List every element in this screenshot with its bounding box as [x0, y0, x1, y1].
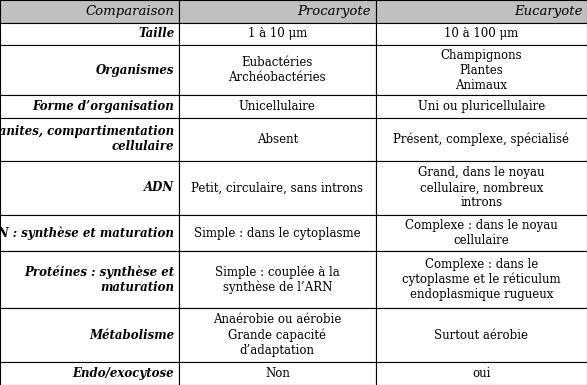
Bar — [0, 23, 179, 45]
Bar — [179, 161, 376, 215]
Text: Champignons
Plantes
Animaux: Champignons Plantes Animaux — [440, 49, 522, 92]
Text: Unicellulaire: Unicellulaire — [239, 100, 316, 113]
Text: Procaryote: Procaryote — [298, 5, 371, 18]
Bar — [376, 251, 587, 308]
Bar — [179, 95, 376, 118]
Bar — [376, 308, 587, 362]
Text: 10 à 100 μm: 10 à 100 μm — [444, 27, 518, 40]
Bar — [376, 45, 587, 95]
Bar — [179, 362, 376, 385]
Text: Eucaryote: Eucaryote — [514, 5, 582, 18]
Text: Forme d’organisation: Forme d’organisation — [33, 100, 174, 113]
Bar — [0, 308, 179, 362]
Bar — [376, 23, 587, 45]
Bar — [179, 118, 376, 161]
Text: Taille: Taille — [138, 27, 174, 40]
Text: Métabolisme: Métabolisme — [89, 329, 174, 341]
Text: Complexe : dans le noyau
cellulaire: Complexe : dans le noyau cellulaire — [405, 219, 558, 247]
Text: Non: Non — [265, 367, 290, 380]
Bar — [376, 161, 587, 215]
Bar — [0, 251, 179, 308]
Text: ADN: ADN — [144, 181, 174, 194]
Bar — [376, 118, 587, 161]
Text: Uni ou pluricellulaire: Uni ou pluricellulaire — [418, 100, 545, 113]
Bar — [0, 45, 179, 95]
Text: Simple : dans le cytoplasme: Simple : dans le cytoplasme — [194, 227, 360, 240]
Text: 1 à 10 μm: 1 à 10 μm — [248, 27, 307, 40]
Bar — [0, 118, 179, 161]
Text: Surtout aérobie: Surtout aérobie — [434, 329, 528, 341]
Text: Absent: Absent — [257, 133, 298, 146]
Text: oui: oui — [472, 367, 491, 380]
Text: Eubactéries
Archéobactéries: Eubactéries Archéobactéries — [228, 56, 326, 84]
Bar — [179, 251, 376, 308]
Text: Protéines : synthèse et
maturation: Protéines : synthèse et maturation — [24, 265, 174, 294]
Text: Grand, dans le noyau
cellulaire, nombreux
introns: Grand, dans le noyau cellulaire, nombreu… — [418, 166, 545, 209]
Text: Organismes: Organismes — [96, 64, 174, 77]
Text: Endo/exocytose: Endo/exocytose — [73, 367, 174, 380]
Bar — [0, 0, 179, 23]
Bar — [376, 362, 587, 385]
Bar — [0, 161, 179, 215]
Text: Anaérobie ou aérobie
Grande capacité
d’adaptation: Anaérobie ou aérobie Grande capacité d’a… — [213, 313, 342, 357]
Bar — [0, 215, 179, 251]
Text: Comparaison: Comparaison — [86, 5, 174, 18]
Bar — [376, 0, 587, 23]
Bar — [0, 362, 179, 385]
Bar — [376, 215, 587, 251]
Text: Petit, circulaire, sans introns: Petit, circulaire, sans introns — [191, 181, 363, 194]
Bar — [0, 95, 179, 118]
Text: Simple : couplée à la
synthèse de l’ARN: Simple : couplée à la synthèse de l’ARN — [215, 265, 340, 294]
Bar — [376, 95, 587, 118]
Text: ARN : synthèse et maturation: ARN : synthèse et maturation — [0, 226, 174, 240]
Bar — [179, 0, 376, 23]
Text: Organites, compartimentation
cellulaire: Organites, compartimentation cellulaire — [0, 125, 174, 153]
Bar — [179, 23, 376, 45]
Bar — [179, 308, 376, 362]
Bar — [179, 45, 376, 95]
Text: Présent, complexe, spécialisé: Présent, complexe, spécialisé — [393, 132, 569, 146]
Bar — [179, 215, 376, 251]
Text: Complexe : dans le
cytoplasme et le réticulum
endoplasmique rugueux: Complexe : dans le cytoplasme et le réti… — [402, 258, 561, 301]
